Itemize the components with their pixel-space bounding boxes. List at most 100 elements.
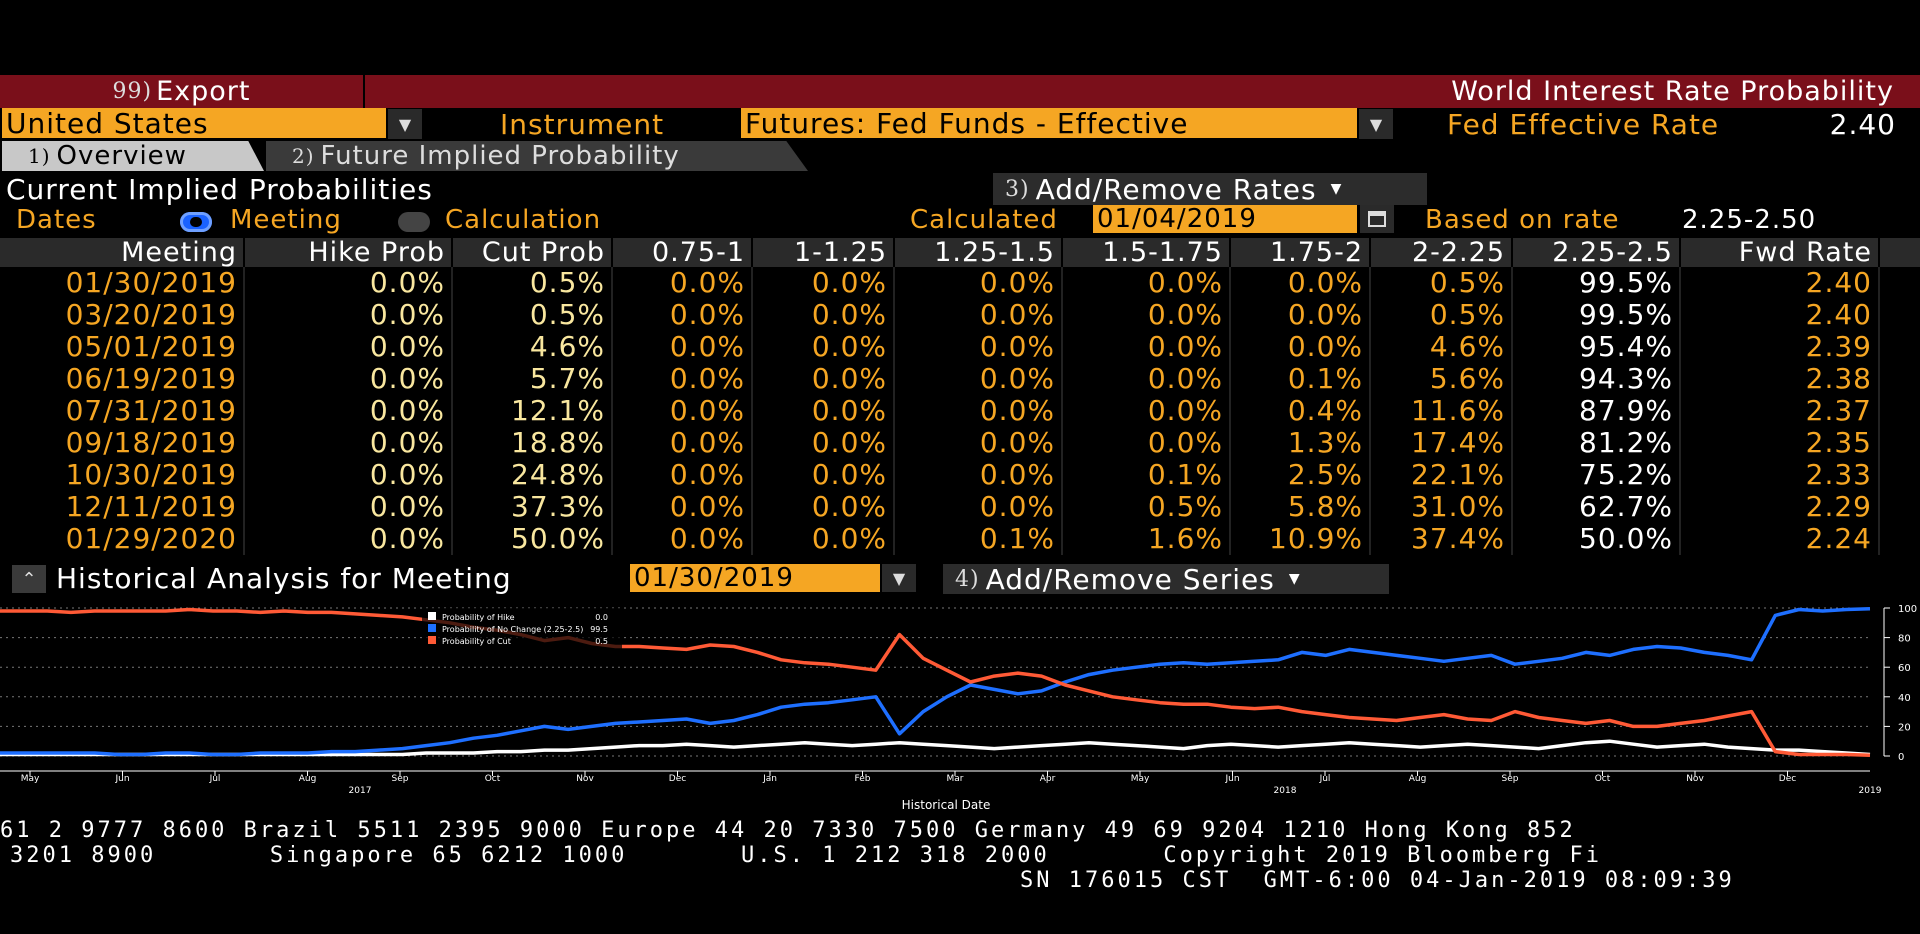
table-cell: 0.0%	[1231, 299, 1371, 331]
instrument-dropdown[interactable]: Futures: Fed Funds - Effective	[741, 107, 1357, 140]
table-cell: 2.29	[1681, 491, 1880, 523]
table-cell: 0.0%	[613, 363, 753, 395]
table-cell: 0.0%	[753, 395, 895, 427]
chevron-down-icon[interactable]: ▼	[882, 564, 916, 592]
table-cell: 0.0%	[753, 363, 895, 395]
x-year-label: 2018	[1274, 786, 1297, 796]
calculated-date-input[interactable]: 01/04/2019	[1093, 204, 1357, 234]
column-header[interactable]: 2.25-2.5	[1513, 238, 1681, 267]
table-cell: 50.0%	[1513, 523, 1681, 555]
table-cell: 2.39	[1681, 331, 1880, 363]
table-cell: 81.2%	[1513, 427, 1681, 459]
tab-label: Future Implied Probability	[320, 141, 680, 171]
column-header[interactable]: Hike Prob	[245, 238, 453, 267]
table-cell: 0.0%	[613, 427, 753, 459]
button-num: 4)	[955, 566, 980, 592]
table-cell: 0.0%	[613, 491, 753, 523]
x-tick-label: Dec	[1779, 774, 1796, 784]
table-row[interactable]: 01/30/2019 0.0% 0.5% 0.0% 0.0% 0.0% 0.0% 0.0% 0.…	[0, 267, 1920, 299]
table-cell: 0.0%	[613, 523, 753, 555]
ticker-line-2: 3201 8900 Singapore 65 6212 1000 U.S. 1 …	[10, 843, 1603, 868]
ticker-line-1: 61 2 9777 8600 Brazil 5511 2395 9000 Eur…	[0, 818, 1576, 843]
table-row[interactable]: 12/11/2019 0.0% 37.3% 0.0% 0.0% 0.0% 0.5% 5.8% 3…	[0, 491, 1920, 523]
table-cell: 0.5%	[1063, 491, 1231, 523]
button-label: Add/Remove Rates	[1035, 172, 1317, 206]
table-cell: 0.1%	[895, 523, 1063, 555]
table-cell: 0.0%	[1063, 395, 1231, 427]
table-cell: 0.1%	[1063, 459, 1231, 491]
table-row[interactable]: 01/29/2020 0.0% 50.0% 0.0% 0.0% 0.1% 1.6% 10.9%…	[0, 523, 1920, 555]
table-row[interactable]: 05/01/2019 0.0% 4.6% 0.0% 0.0% 0.0% 0.0% 0.0% 4.…	[0, 331, 1920, 363]
meeting-date-dropdown[interactable]: 01/30/2019	[630, 563, 880, 593]
legend-value: 0.0	[595, 613, 608, 622]
table-cell: 0.0%	[753, 267, 895, 299]
table-cell: 0.0%	[895, 459, 1063, 491]
table-cell: 0.0%	[1063, 331, 1231, 363]
tab-overview[interactable]: 1) Overview	[2, 141, 264, 171]
table-cell: 0.0%	[1231, 331, 1371, 363]
table-cell: 0.0%	[753, 523, 895, 555]
meeting-label: Meeting	[230, 205, 342, 235]
historical-chart-svg: 100 80 60 40 20 0 May Jun Jul Aug Sep Oct Nov Dec Jan F…	[0, 604, 1917, 812]
country-dropdown[interactable]: United States	[2, 107, 386, 140]
calculation-radio[interactable]	[398, 212, 430, 232]
table-cell: 0.0%	[613, 267, 753, 299]
table-cell: 37.3%	[453, 491, 613, 523]
export-button[interactable]: 99) Export	[0, 75, 365, 108]
column-header[interactable]: Cut Prob	[453, 238, 613, 267]
y-tick-label: 40	[1898, 693, 1911, 704]
table-row[interactable]: 09/18/2019 0.0% 18.8% 0.0% 0.0% 0.0% 0.0% 1.3% 1…	[0, 427, 1920, 459]
table-row[interactable]: 10/30/2019 0.0% 24.8% 0.0% 0.0% 0.0% 0.1% 2.5% 2…	[0, 459, 1920, 491]
legend-swatch	[428, 612, 436, 620]
table-cell: 99.5%	[1513, 267, 1681, 299]
table-row[interactable]: 03/20/2019 0.0% 0.5% 0.0% 0.0% 0.0% 0.0% 0.0% 0.…	[0, 299, 1920, 331]
add-remove-rates-button[interactable]: 3) Add/Remove Rates ▼	[993, 172, 1427, 206]
series-line	[0, 606, 1871, 757]
column-header[interactable]: Fwd Rate	[1681, 238, 1880, 267]
chevron-down-icon[interactable]: ▼	[1359, 109, 1393, 139]
ticker-line-3: SN 176015 CST GMT-6:00 04-Jan-2019 08:09…	[1020, 868, 1735, 893]
y-tick-label: 0	[1898, 752, 1904, 763]
x-tick-label: Dec	[669, 774, 686, 784]
add-remove-series-button[interactable]: 4) Add/Remove Series ▼	[943, 562, 1389, 596]
x-year-label: 2017	[349, 786, 372, 796]
x-tick-label: Feb	[855, 774, 871, 784]
tab-num: 2)	[292, 144, 315, 168]
column-header[interactable]: 1.25-1.5	[895, 238, 1063, 267]
collapse-icon[interactable]: ⌃	[12, 565, 46, 593]
column-header[interactable]: 2-2.25	[1371, 238, 1513, 267]
meeting-date-cell: 06/19/2019	[0, 363, 245, 395]
column-header[interactable]: 1.5-1.75	[1063, 238, 1231, 267]
column-header[interactable]: 1.75-2	[1231, 238, 1371, 267]
column-header[interactable]: 1-1.25	[753, 238, 895, 267]
table-cell: 2.38	[1681, 363, 1880, 395]
top-bar: 99) Export World Interest Rate Probabili…	[0, 75, 1920, 108]
table-cell: 0.0%	[753, 427, 895, 459]
button-label: Add/Remove Series	[985, 562, 1275, 596]
instrument-label: Instrument	[500, 108, 665, 141]
legend-value: 0.5	[595, 637, 608, 646]
calendar-icon[interactable]	[1360, 205, 1394, 233]
table-body: 01/30/2019 0.0% 0.5% 0.0% 0.0% 0.0% 0.0% 0.0% 0.…	[0, 267, 1920, 555]
y-tick-label: 20	[1898, 722, 1911, 733]
column-header[interactable]: 0.75-1	[613, 238, 753, 267]
x-tick-label: Oct	[485, 774, 501, 784]
meeting-radio[interactable]	[180, 212, 212, 232]
table-row[interactable]: 07/31/2019 0.0% 12.1% 0.0% 0.0% 0.0% 0.0% 0.4% 1…	[0, 395, 1920, 427]
table-row[interactable]: 06/19/2019 0.0% 5.7% 0.0% 0.0% 0.0% 0.0% 0.1% 5.…	[0, 363, 1920, 395]
meeting-date-cell: 05/01/2019	[0, 331, 245, 363]
table-cell: 0.0%	[245, 427, 453, 459]
legend-swatch	[428, 624, 436, 632]
tab-future-implied-probability[interactable]: 2) Future Implied Probability	[266, 141, 808, 171]
calculated-label: Calculated	[910, 205, 1058, 235]
table-cell: 0.0%	[245, 459, 453, 491]
x-tick-label: Jan	[762, 774, 777, 784]
table-cell: 0.0%	[895, 427, 1063, 459]
table-cell: 4.6%	[1371, 331, 1513, 363]
table-cell: 0.0%	[1063, 267, 1231, 299]
table-cell: 0.0%	[613, 395, 753, 427]
x-axis-label: Historical Date	[902, 798, 991, 812]
chevron-down-icon[interactable]: ▼	[388, 109, 422, 139]
table-cell: 0.5%	[453, 267, 613, 299]
column-header[interactable]: Meeting	[0, 238, 245, 267]
